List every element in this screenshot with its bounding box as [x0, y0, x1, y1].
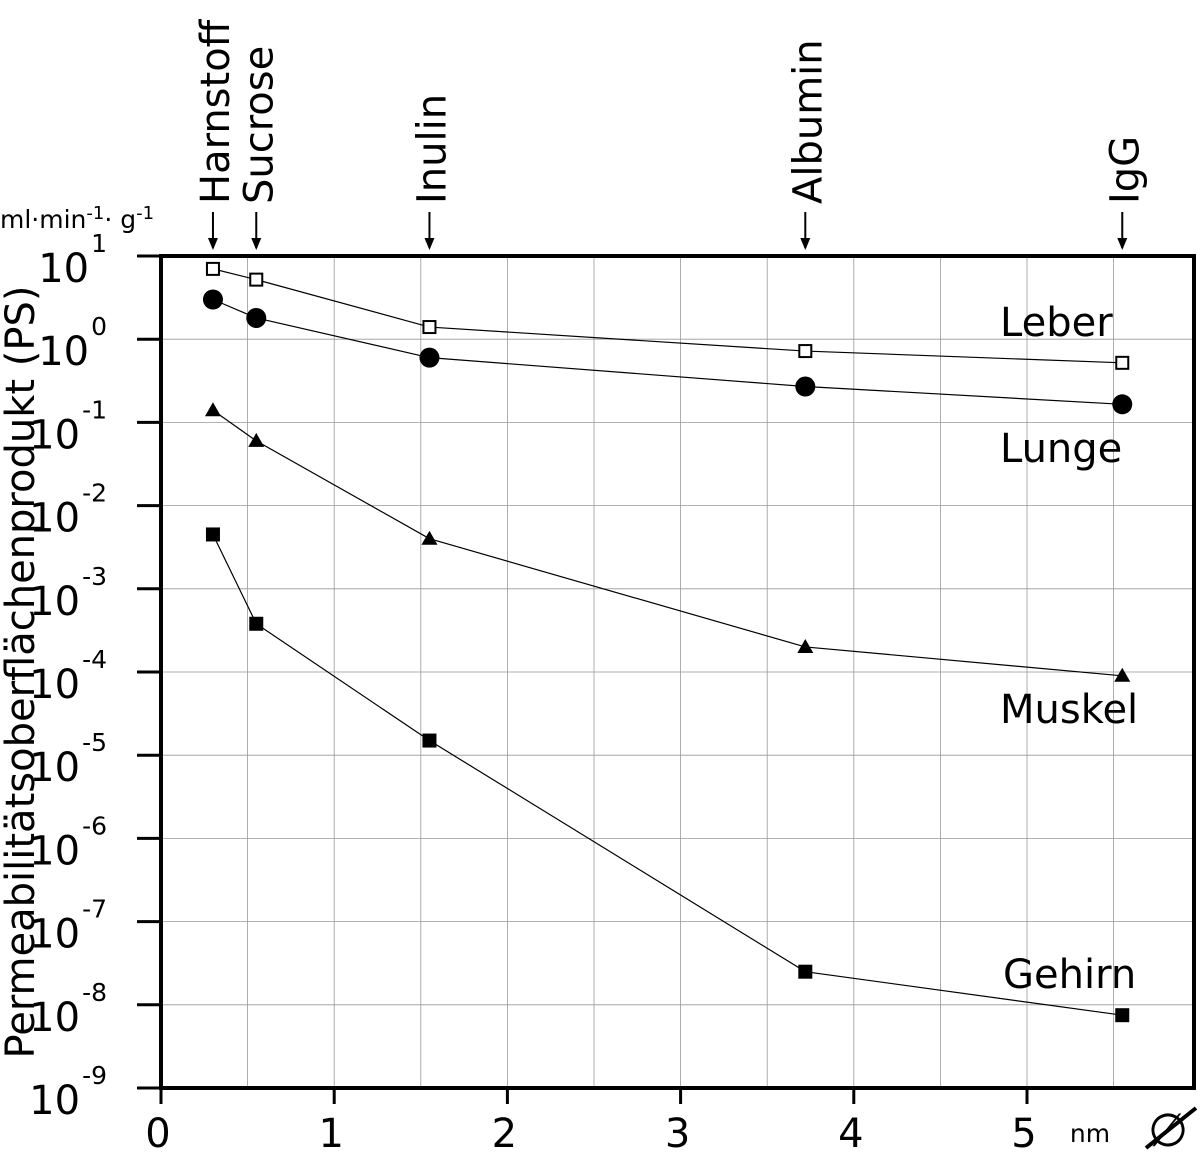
y-tick-exponent: -7	[82, 895, 107, 924]
molecule-arrowhead	[1117, 238, 1128, 250]
molecule-label: Harnstoff	[193, 18, 239, 204]
y-tick-exponent: -6	[82, 811, 107, 840]
data-point-lunge	[202, 289, 223, 310]
data-point-gehirn	[249, 616, 264, 631]
data-point-leber	[249, 272, 264, 287]
x-tick-label: 4	[838, 1111, 863, 1153]
data-point-muskel	[204, 402, 221, 417]
molecule-label: Albumin	[785, 39, 831, 204]
y-tick-label: 10-9	[29, 1061, 107, 1124]
series-group	[202, 261, 1133, 1023]
axis-ticks	[137, 254, 1029, 1104]
data-point-gehirn	[205, 527, 220, 542]
series-label-gehirn: Gehirn	[1003, 952, 1136, 998]
molecule-arrowhead	[424, 238, 435, 250]
data-point-muskel	[1114, 667, 1131, 682]
y-tick-exponent: 0	[91, 312, 107, 341]
data-point-leber	[1115, 355, 1130, 370]
x-tick-label: 2	[492, 1111, 517, 1153]
series-line-gehirn	[212, 534, 1123, 1016]
series-label-muskel: Muskel	[1000, 687, 1138, 733]
y-tick-exponent: -5	[82, 728, 107, 757]
y-tick-label: 101	[38, 229, 107, 292]
series-line-muskel	[212, 409, 1123, 677]
x-tick-label: 0	[145, 1111, 170, 1153]
series-label-lunge: Lunge	[1000, 426, 1122, 472]
x-axis-unit: nm	[1070, 1119, 1110, 1148]
data-point-gehirn	[1115, 1008, 1130, 1023]
series-line-leber	[212, 268, 1123, 364]
data-point-lunge	[246, 307, 267, 328]
series-label-leber: Leber	[1000, 300, 1113, 346]
x-symbol-slash	[1144, 1106, 1198, 1150]
y-tick-exponent: -3	[82, 562, 107, 591]
y-axis-label: Permeabilitätsoberflächenprodukt (PS)	[0, 286, 44, 1059]
data-point-muskel	[797, 638, 814, 653]
series-line-lunge	[212, 298, 1123, 405]
data-point-lunge	[795, 376, 816, 397]
data-point-leber	[798, 344, 813, 359]
y-tick-exponent: -1	[82, 395, 107, 424]
molecule-label: Sucrose	[236, 46, 282, 204]
data-point-muskel	[421, 530, 438, 545]
y-tick-exponent: 1	[91, 229, 107, 258]
molecule-arrowhead	[207, 238, 218, 250]
y-tick-exponent: -2	[82, 479, 107, 508]
molecule-label: IgG	[1102, 136, 1148, 204]
y-tick-label: 100	[38, 312, 107, 375]
data-point-lunge	[1112, 394, 1133, 415]
data-point-lunge	[419, 347, 440, 368]
molecule-arrowhead	[251, 238, 262, 250]
labels: 10110010-110-210-310-410-510-610-710-810…	[29, 18, 1198, 1153]
x-axis-symbol: ∅	[1148, 1103, 1188, 1153]
y-tick-exponent: -4	[82, 645, 107, 674]
x-tick-label: 3	[665, 1111, 690, 1153]
y-axis-unit: ml·min-1· g-1	[0, 203, 154, 234]
data-point-leber	[422, 320, 437, 335]
x-tick-label: 1	[318, 1111, 343, 1153]
y-tick-exponent: -8	[82, 978, 107, 1007]
molecule-label: Inulin	[409, 94, 455, 204]
data-point-gehirn	[422, 733, 437, 748]
data-point-gehirn	[798, 964, 813, 979]
y-tick-exponent: -9	[82, 1061, 107, 1090]
data-point-muskel	[248, 432, 265, 447]
molecule-arrowhead	[800, 238, 811, 250]
data-point-leber	[205, 261, 220, 276]
grid	[161, 256, 1194, 1088]
x-tick-label: 5	[1011, 1111, 1036, 1153]
